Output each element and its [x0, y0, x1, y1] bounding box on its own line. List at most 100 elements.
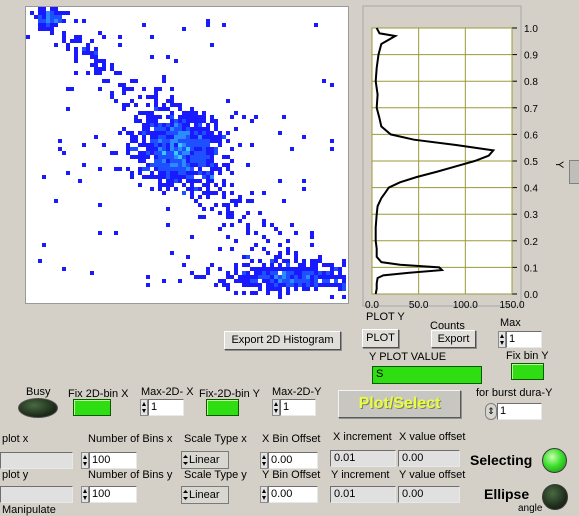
histogram-bin: [158, 155, 162, 159]
histogram-bin: [198, 147, 202, 151]
histogram-bin: [182, 135, 186, 139]
histogram-bin: [170, 143, 174, 147]
histogram-bin: [226, 203, 230, 207]
scale-type-x-select[interactable]: Linear: [181, 451, 229, 469]
histogram-bin: [134, 139, 138, 143]
histogram-bin: [178, 155, 182, 159]
histogram-bin: [234, 203, 238, 207]
histogram-bin: [202, 155, 206, 159]
histogram-bin: [206, 267, 210, 271]
histogram-bin: [198, 171, 202, 175]
histogram-bin: [190, 143, 194, 147]
histogram-bin: [218, 139, 222, 143]
histogram-bin: [134, 103, 138, 107]
burst-ring-spinner[interactable]: ⇕: [485, 403, 497, 420]
histogram-bin: [46, 19, 50, 23]
histogram-bin: [42, 23, 46, 27]
histogram-bin: [174, 187, 178, 191]
scale-type-y-value: Linear: [189, 489, 220, 501]
histogram-bin: [42, 243, 46, 247]
plot-select-button[interactable]: Plot/Select: [338, 390, 461, 418]
histogram-2d-panel[interactable]: [25, 6, 349, 304]
histogram-bin: [86, 43, 90, 47]
side-scroll-tab[interactable]: [569, 160, 579, 184]
histogram-bin: [102, 67, 106, 71]
bins-x-field[interactable]: 100: [89, 452, 137, 469]
y-bin-offset-spinner[interactable]: [260, 486, 268, 503]
fix-bin-y-toggle[interactable]: [511, 363, 544, 380]
histogram-bin: [174, 119, 178, 123]
histogram-bin: [182, 27, 186, 31]
histogram-bin: [186, 111, 190, 115]
plot-x-field[interactable]: [0, 452, 73, 469]
max-2d-y-field[interactable]: 1: [280, 399, 316, 416]
histogram-bin: [182, 175, 186, 179]
histogram-bin: [86, 71, 90, 75]
export-2d-histogram-button[interactable]: Export 2D Histogram: [224, 331, 341, 350]
histogram-bin: [338, 283, 342, 287]
histogram-bin: [138, 131, 142, 135]
histogram-bin: [210, 147, 214, 151]
histogram-bin: [310, 231, 314, 235]
histogram-bin: [78, 39, 82, 43]
histogram-bin: [54, 43, 58, 47]
histogram-bin: [82, 51, 86, 55]
plot-button[interactable]: PLOT: [362, 329, 399, 348]
histogram-bin: [214, 283, 218, 287]
histogram-bin: [134, 119, 138, 123]
max-spinner[interactable]: [498, 331, 506, 348]
histogram-bin: [262, 223, 266, 227]
histogram-bin: [154, 135, 158, 139]
max-field[interactable]: 1: [506, 331, 542, 348]
y-plot-value-field[interactable]: S: [372, 366, 482, 384]
histogram-bin: [186, 115, 190, 119]
histogram-bin: [298, 275, 302, 279]
histogram-bin: [230, 223, 234, 227]
max-2d-y-spinner[interactable]: [272, 399, 280, 416]
histogram-bin: [230, 275, 234, 279]
histogram-bin: [118, 43, 122, 47]
histogram-bin: [206, 163, 210, 167]
plot-y-field[interactable]: [0, 486, 73, 503]
histogram-bin: [174, 179, 178, 183]
histogram-bin: [50, 23, 54, 27]
histogram-bin: [318, 283, 322, 287]
histogram-bin: [174, 167, 178, 171]
histogram-bin: [278, 279, 282, 283]
fix-2d-bin-y-toggle[interactable]: [206, 399, 239, 416]
histogram-bin: [146, 167, 150, 171]
histogram-bin: [206, 143, 210, 147]
bins-y-field[interactable]: 100: [89, 486, 137, 503]
histogram-bin: [178, 103, 182, 107]
bins-x-spinner[interactable]: [81, 452, 89, 469]
export-button[interactable]: Export: [431, 330, 476, 348]
histogram-bin: [234, 111, 238, 115]
histogram-bin: [158, 107, 162, 111]
x-bin-offset-spinner[interactable]: [260, 452, 268, 469]
histogram-bin: [146, 95, 150, 99]
histogram-bin: [38, 19, 42, 23]
x-bin-offset-field[interactable]: 0.00: [268, 452, 318, 469]
histogram-bin: [142, 139, 146, 143]
histogram-bin: [198, 127, 202, 131]
scale-type-y-select[interactable]: Linear: [181, 486, 229, 504]
histogram-bin: [302, 263, 306, 267]
bins-y-spinner[interactable]: [81, 486, 89, 503]
histogram-bin: [126, 103, 130, 107]
y-bin-offset-field[interactable]: 0.00: [268, 486, 318, 503]
histogram-bin: [230, 115, 234, 119]
histogram-bin: [282, 115, 286, 119]
burst-field[interactable]: 1: [497, 403, 542, 420]
max-2d-x-field[interactable]: 1: [148, 399, 184, 416]
plot-y-xtick-label: 100.0: [453, 300, 478, 311]
histogram-bin: [178, 147, 182, 151]
histogram-bin: [218, 131, 222, 135]
histogram-bin: [38, 259, 42, 263]
histogram-bin: [150, 35, 154, 39]
histogram-bin: [246, 271, 250, 275]
histogram-bin: [178, 151, 182, 155]
max-2d-x-spinner[interactable]: [140, 399, 148, 416]
histogram-bin: [226, 211, 230, 215]
busy-label: Busy: [26, 386, 50, 398]
fix-2d-bin-x-toggle[interactable]: [73, 399, 111, 416]
